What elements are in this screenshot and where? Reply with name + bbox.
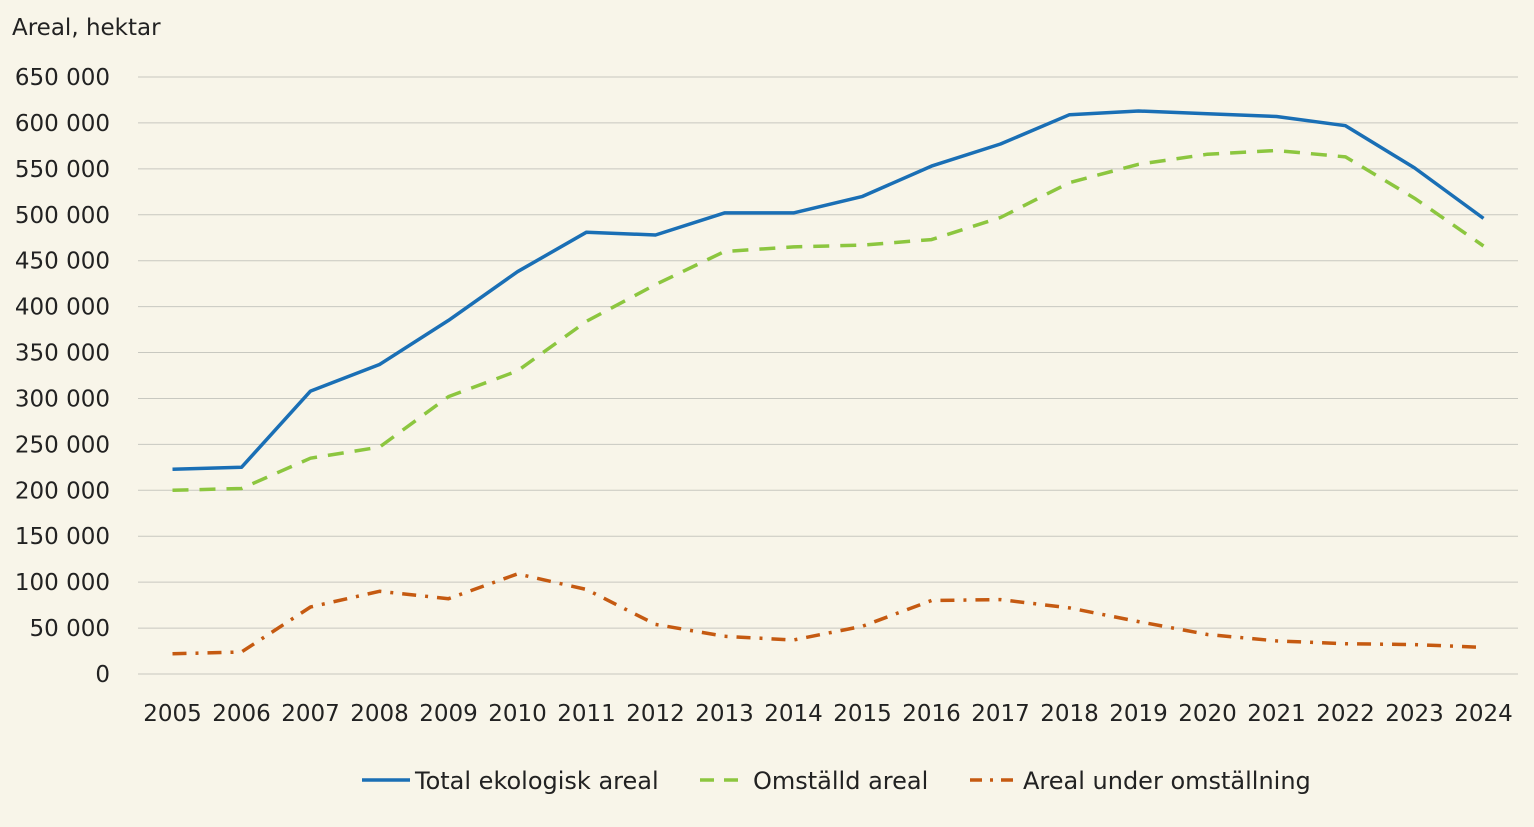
y-tick-label: 350 000 — [15, 341, 110, 367]
y-tick-label: 450 000 — [15, 249, 110, 275]
series-line — [172, 109, 1485, 471]
series-line — [172, 148, 1485, 493]
y-tick-label: 650 000 — [15, 65, 110, 91]
x-tick-label: 2015 — [833, 701, 892, 727]
x-tick-label: 2024 — [1454, 701, 1513, 727]
x-tick-label: 2022 — [1316, 701, 1375, 727]
series-lines — [172, 109, 1485, 656]
x-tick-label: 2006 — [212, 701, 271, 727]
x-tick-label: 2018 — [1040, 701, 1099, 727]
x-tick-label: 2010 — [488, 701, 547, 727]
y-axis-label: Areal, hektar — [12, 15, 161, 41]
series-line — [172, 572, 1484, 656]
y-tick-labels: 0 50 000 100 000 150 000 200 000 250 000 300 0… — [15, 65, 110, 688]
y-tick-label: 400 000 — [15, 295, 110, 321]
x-tick-label: 2019 — [1109, 701, 1168, 727]
legend-label: Total ekologisk areal — [414, 767, 659, 795]
x-tick-label: 2014 — [764, 701, 823, 727]
legend-label: Areal under omställning — [1023, 767, 1311, 795]
y-tick-label: 150 000 — [15, 524, 110, 550]
y-tick-label: 550 000 — [15, 157, 110, 183]
y-tick-label: 600 000 — [15, 111, 110, 137]
x-tick-label: 2009 — [419, 701, 478, 727]
x-tick-labels: 2005 2006 2007 2008 2009 2010 2011 2012 2013 2014… — [143, 701, 1513, 727]
legend: Total ekologisk areal Omställd areal Areal… — [362, 767, 1311, 795]
x-tick-label: 2005 — [143, 701, 202, 727]
x-tick-label: 2017 — [971, 701, 1030, 727]
y-tick-label: 50 000 — [30, 616, 110, 642]
x-tick-label: 2016 — [902, 701, 961, 727]
x-tick-label: 2023 — [1385, 701, 1444, 727]
x-tick-label: 2007 — [281, 701, 340, 727]
y-tick-label: 100 000 — [15, 570, 110, 596]
legend-label: Omställd areal — [753, 767, 928, 795]
x-tick-label: 2021 — [1247, 701, 1306, 727]
y-tick-label: 0 — [95, 662, 110, 688]
x-tick-label: 2011 — [557, 701, 616, 727]
x-tick-label: 2020 — [1178, 701, 1237, 727]
y-tick-label: 300 000 — [15, 386, 110, 412]
x-tick-label: 2008 — [350, 701, 409, 727]
x-tick-label: 2012 — [626, 701, 685, 727]
x-tick-label: 2013 — [695, 701, 754, 727]
y-tick-label: 200 000 — [15, 478, 110, 504]
gridlines — [138, 76, 1518, 675]
y-tick-label: 500 000 — [15, 203, 110, 229]
y-tick-label: 250 000 — [15, 432, 110, 458]
